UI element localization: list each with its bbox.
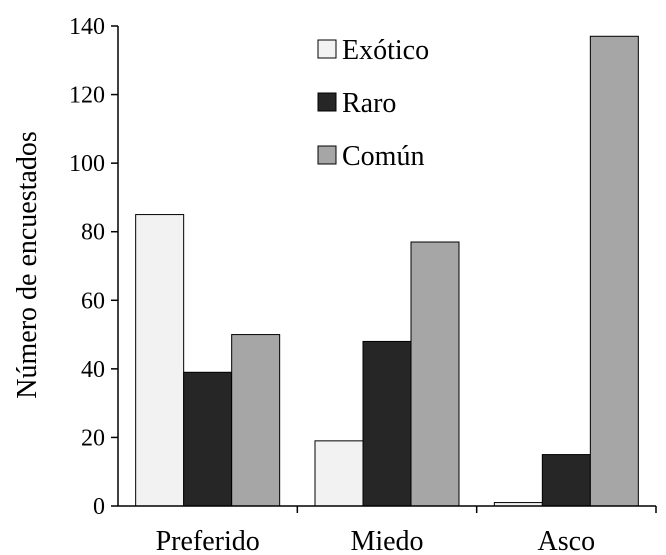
y-axis-ticks: 0 20 40 60 80 100 120 140 <box>69 14 118 520</box>
bar-raro-preferido <box>183 371 233 507</box>
y-tick-label: 20 <box>81 425 105 451</box>
y-tick-label: 120 <box>69 83 105 109</box>
legend-label: Exótico <box>342 35 429 66</box>
category-labels: Preferido Miedo Asco <box>156 526 596 555</box>
bar-raro-asco <box>541 454 591 507</box>
bar-com-n-preferido <box>231 334 281 507</box>
legend-swatch <box>317 92 337 112</box>
bar-raro-miedo <box>362 340 412 507</box>
category-label-miedo: Miedo <box>350 526 423 555</box>
y-axis-title: Número de encuestados <box>12 131 43 398</box>
y-tick-label: 40 <box>81 357 105 383</box>
category-label-preferido: Preferido <box>156 526 260 555</box>
legend: Exótico Raro Común <box>317 35 429 172</box>
y-tick-label: 80 <box>81 220 105 246</box>
bars <box>135 35 639 507</box>
legend-swatch <box>317 39 337 59</box>
y-tick-label: 140 <box>69 14 105 40</box>
legend-swatch <box>317 145 337 165</box>
bar-com-n-asco <box>589 35 639 507</box>
y-tick-label: 100 <box>69 151 105 177</box>
axes <box>117 26 657 513</box>
bar-ex-tico-preferido <box>135 214 185 507</box>
legend-label: Común <box>342 141 424 172</box>
bar-com-n-miedo <box>410 241 460 507</box>
category-label-asco: Asco <box>538 526 596 555</box>
y-tick-label: 60 <box>81 288 105 314</box>
y-tick-label: 0 <box>93 494 105 520</box>
legend-label: Raro <box>342 88 396 119</box>
bar-ex-tico-miedo <box>314 440 364 507</box>
